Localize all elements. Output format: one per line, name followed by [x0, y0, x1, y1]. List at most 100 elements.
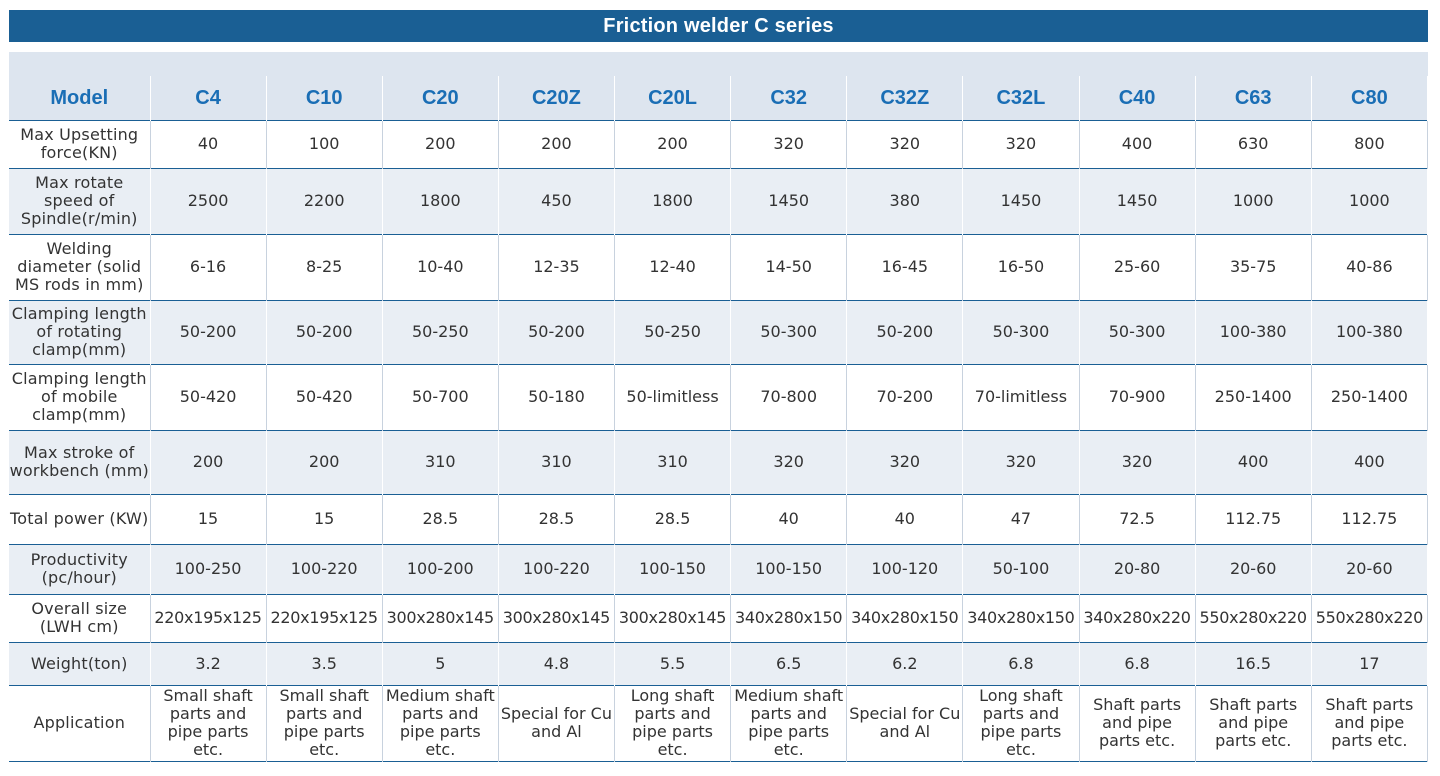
table-cell: 3.5 — [266, 642, 383, 685]
model-header: C4 — [150, 76, 267, 120]
table-row: Welding diameter (solid MS rods in mm) 6-… — [9, 234, 1429, 300]
table-cell: 28.5 — [498, 494, 616, 544]
table-title: Friction welder C series — [9, 10, 1428, 42]
table-cell: 1450 — [730, 168, 848, 234]
model-header: C80 — [1311, 76, 1429, 120]
table-cell: 310 — [382, 430, 499, 494]
row-label: Total power (KW) — [9, 494, 151, 544]
table-cell: 320 — [846, 430, 964, 494]
table-cell: 250-1400 — [1311, 364, 1429, 430]
table-cell: Small shaft parts and pipe parts etc. — [150, 685, 267, 761]
table-cell: 400 — [1311, 430, 1429, 494]
table-cell: 340x280x150 — [846, 594, 964, 642]
table-cell: 14-50 — [730, 234, 848, 300]
table-cell: 320 — [730, 120, 848, 168]
table-cell: 50-700 — [382, 364, 499, 430]
table-cell: 12-40 — [614, 234, 732, 300]
table-row: Total power (KW) 15 15 28.5 28.5 28.5 40 40 47 72… — [9, 494, 1429, 544]
table-row: Max stroke of workbench (mm) 200 200 310 310… — [9, 430, 1429, 494]
table-cell: 50-200 — [266, 300, 383, 364]
table-cell: 200 — [150, 430, 267, 494]
table-cell: 16-45 — [846, 234, 964, 300]
row-label: Max Upsetting force(KN) — [9, 120, 151, 168]
table-cell: 10-40 — [382, 234, 499, 300]
table-cell: 15 — [150, 494, 267, 544]
table-cell: Shaft parts and pipe parts etc. — [1079, 685, 1196, 761]
table-cell: 100-380 — [1195, 300, 1312, 364]
table-cell: Long shaft parts and pipe parts etc. — [962, 685, 1080, 761]
table-cell: 3.2 — [150, 642, 267, 685]
table-cell: 50-200 — [150, 300, 267, 364]
header-label: Model — [9, 76, 151, 120]
table-cell: 100-200 — [382, 544, 499, 594]
row-label: Application — [9, 685, 151, 761]
table-row: Overall size (LWH cm) 220x195x125 220x195x… — [9, 594, 1429, 642]
table-cell: 380 — [846, 168, 964, 234]
table-cell: Special for Cu and Al — [846, 685, 964, 761]
table-cell: 340x280x150 — [730, 594, 848, 642]
model-header: C32L — [962, 76, 1080, 120]
table-cell: 40 — [730, 494, 848, 544]
table-cell: Shaft parts and pipe parts etc. — [1195, 685, 1312, 761]
table-cell: 35-75 — [1195, 234, 1312, 300]
table-cell: 1000 — [1311, 168, 1429, 234]
header-band — [9, 52, 1428, 76]
table-cell: 50-200 — [846, 300, 964, 364]
table-cell: 100 — [266, 120, 383, 168]
table-cell: 70-200 — [846, 364, 964, 430]
row-label: Overall size (LWH cm) — [9, 594, 151, 642]
table-cell: 2500 — [150, 168, 267, 234]
table-cell: 1800 — [614, 168, 732, 234]
table-cell: 20-60 — [1311, 544, 1429, 594]
table-cell: 200 — [614, 120, 732, 168]
table-cell: 50-420 — [150, 364, 267, 430]
row-label: Weight(ton) — [9, 642, 151, 685]
table-cell: 200 — [382, 120, 499, 168]
table-row: Clamping length of rotating clamp(mm) 50-… — [9, 300, 1429, 364]
table-cell: 16-50 — [962, 234, 1080, 300]
table-cell: 630 — [1195, 120, 1312, 168]
row-label: Max stroke of workbench (mm) — [9, 430, 151, 494]
table-cell: 20-80 — [1079, 544, 1196, 594]
table-cell: 50-300 — [730, 300, 848, 364]
table-cell: 310 — [498, 430, 616, 494]
table-cell: 28.5 — [614, 494, 732, 544]
table-cell: 400 — [1079, 120, 1196, 168]
model-header: C20Z — [498, 76, 616, 120]
table-cell: 550x280x220 — [1195, 594, 1312, 642]
table-cell: 40-86 — [1311, 234, 1429, 300]
row-label: Max rotate speed of Spindle(r/min) — [9, 168, 151, 234]
table-cell: 50-300 — [1079, 300, 1196, 364]
model-header: C63 — [1195, 76, 1312, 120]
table-cell: 50-200 — [498, 300, 616, 364]
row-label: Clamping length of mobile clamp(mm) — [9, 364, 151, 430]
table-cell: 6.8 — [962, 642, 1080, 685]
table-cell: 300x280x145 — [382, 594, 499, 642]
table-cell: 50-420 — [266, 364, 383, 430]
table-cell: Medium shaft parts and pipe parts etc. — [730, 685, 848, 761]
table-cell: 1450 — [962, 168, 1080, 234]
table-row: Clamping length of mobile clamp(mm) 50-42… — [9, 364, 1429, 430]
table-cell: 300x280x145 — [614, 594, 732, 642]
table-cell: 112.75 — [1311, 494, 1429, 544]
table-cell: 112.75 — [1195, 494, 1312, 544]
table-cell: 47 — [962, 494, 1080, 544]
model-header: C20 — [382, 76, 499, 120]
table-cell: 100-150 — [730, 544, 848, 594]
table-cell: 28.5 — [382, 494, 499, 544]
table-cell: 2200 — [266, 168, 383, 234]
table-cell: 50-300 — [962, 300, 1080, 364]
table-cell: 50-100 — [962, 544, 1080, 594]
table-cell: 50-250 — [614, 300, 732, 364]
table-cell: 6-16 — [150, 234, 267, 300]
table-cell: 220x195x125 — [150, 594, 267, 642]
table-row: Max Upsetting force(KN) 40 100 200 200 200 320… — [9, 120, 1429, 168]
table-cell: 100-250 — [150, 544, 267, 594]
table-cell: 320 — [730, 430, 848, 494]
table-cell: 6.8 — [1079, 642, 1196, 685]
row-label: Welding diameter (solid MS rods in mm) — [9, 234, 151, 300]
table-cell: 340x280x220 — [1079, 594, 1196, 642]
table-cell: Shaft parts and pipe parts etc. — [1311, 685, 1429, 761]
table-cell: 450 — [498, 168, 616, 234]
model-header: C40 — [1079, 76, 1196, 120]
